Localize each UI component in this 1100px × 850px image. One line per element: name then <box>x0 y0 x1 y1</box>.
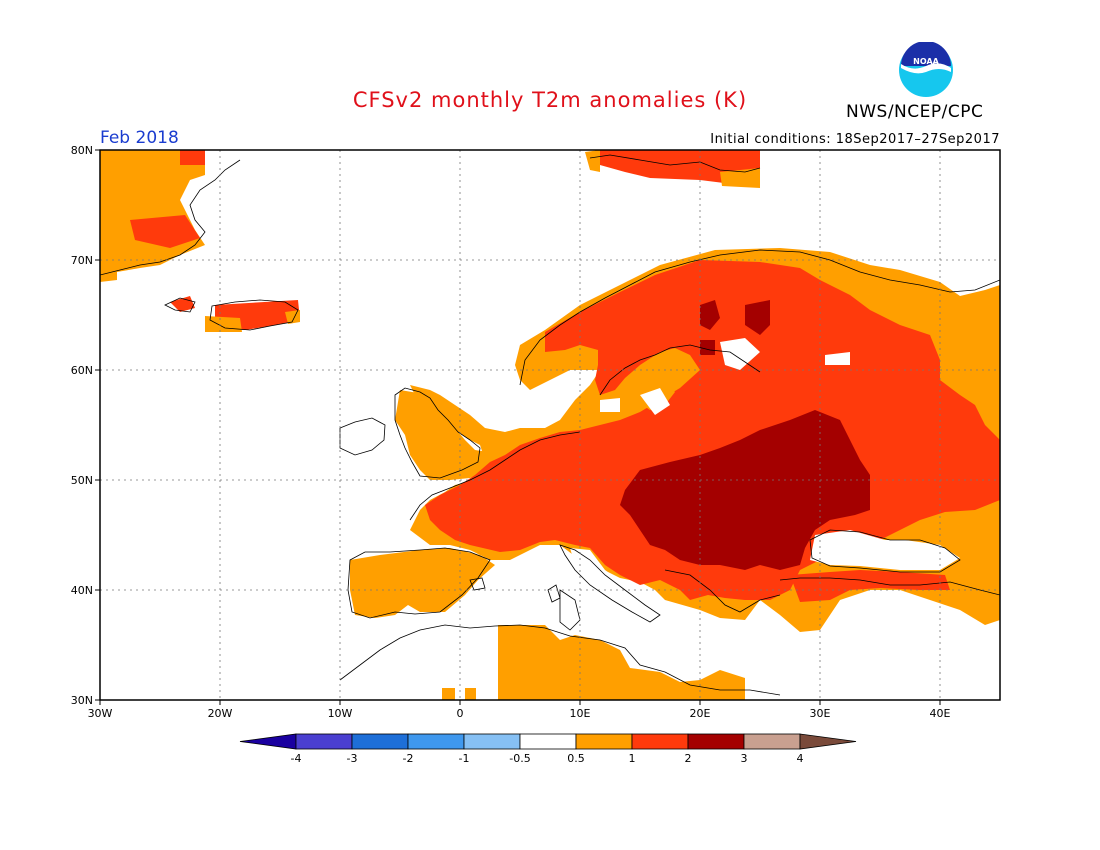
anomaly-region-africa-small <box>442 688 476 700</box>
lon-label-20w: 20W <box>208 707 233 720</box>
lon-label-10e: 10E <box>570 707 591 720</box>
lat-label-50n: 50N <box>71 474 93 487</box>
anomaly-region-iceland <box>170 296 300 330</box>
color-legend: -4 -3 -2 -1 -0.5 0.5 1 2 3 4 <box>239 733 857 765</box>
coastlines <box>100 154 1000 696</box>
legend-swatch <box>463 733 521 750</box>
lon-label-20e: 20E <box>690 707 711 720</box>
neutral-region-russia <box>825 352 850 365</box>
anomaly-region-britain <box>395 390 488 480</box>
chart-title: CFSv2 monthly T2m anomalies (K) <box>352 88 748 112</box>
legend-label: 3 <box>741 752 748 765</box>
anomaly-region-finland-darkred <box>700 300 770 355</box>
anomaly-region-north-africa <box>498 625 745 700</box>
neutral-region-italy-coast <box>570 548 650 618</box>
lat-label-60n: 60N <box>71 364 93 377</box>
initial-conditions: Initial conditions: 18Sep2017–27Sep2017 <box>710 132 1000 147</box>
lon-label-30e: 30E <box>810 707 831 720</box>
logo-text: NOAA <box>913 57 939 66</box>
lon-label-30w: 30W <box>88 707 113 720</box>
neutral-region-finland <box>720 338 760 370</box>
legend-label: 1 <box>629 752 636 765</box>
legend-label: -2 <box>403 752 414 765</box>
anomaly-region-greenland-warm <box>130 150 205 248</box>
legend-label: -4 <box>291 752 302 765</box>
forecast-month: Feb 2018 <box>100 128 179 148</box>
anomaly-region-eastern-europe-darkred <box>620 410 870 570</box>
anomaly-region-greenland <box>100 150 205 282</box>
legend-swatch <box>687 733 745 750</box>
lon-label-0: 0 <box>457 707 464 720</box>
anomaly-region-iberia <box>350 548 495 618</box>
legend-swatch <box>351 733 409 750</box>
legend-label: 2 <box>685 752 692 765</box>
lat-label-70n: 70N <box>71 254 93 267</box>
legend-swatch <box>519 733 577 750</box>
legend-label: -3 <box>347 752 358 765</box>
lat-label-30n: 30N <box>71 694 93 707</box>
map-frame <box>99 149 1001 701</box>
anomaly-region-iceland-orange <box>205 310 300 332</box>
gridlines <box>100 150 1000 700</box>
anomaly-region-europe-red <box>425 260 1000 600</box>
legend-swatch <box>743 733 801 750</box>
anomaly-region-svalbard <box>595 150 760 185</box>
tick-marks <box>95 149 941 705</box>
noaa-logo: NOAA <box>899 42 953 97</box>
lon-label-40e: 40E <box>930 707 951 720</box>
legend-swatch <box>295 733 353 750</box>
neutral-region-black-sea <box>810 530 960 570</box>
lat-label-80n: 80N <box>71 144 93 157</box>
legend-swatch <box>575 733 633 750</box>
agency-label: NWS/NCEP/CPC <box>846 102 984 122</box>
legend-label: -1 <box>459 752 470 765</box>
legend-label: -0.5 <box>509 752 530 765</box>
legend-swatch <box>631 733 689 750</box>
legend-label: 0.5 <box>567 752 585 765</box>
anomaly-fields <box>100 150 1000 700</box>
legend-arrow-high <box>799 733 857 750</box>
legend-label: 4 <box>797 752 804 765</box>
neutral-region-baltic <box>600 388 670 415</box>
anomaly-region-svalbard-orange <box>585 150 760 188</box>
legend-swatch <box>407 733 465 750</box>
lon-label-10w: 10W <box>328 707 353 720</box>
lat-label-40n: 40N <box>71 584 93 597</box>
legend-arrow-low <box>239 733 297 750</box>
